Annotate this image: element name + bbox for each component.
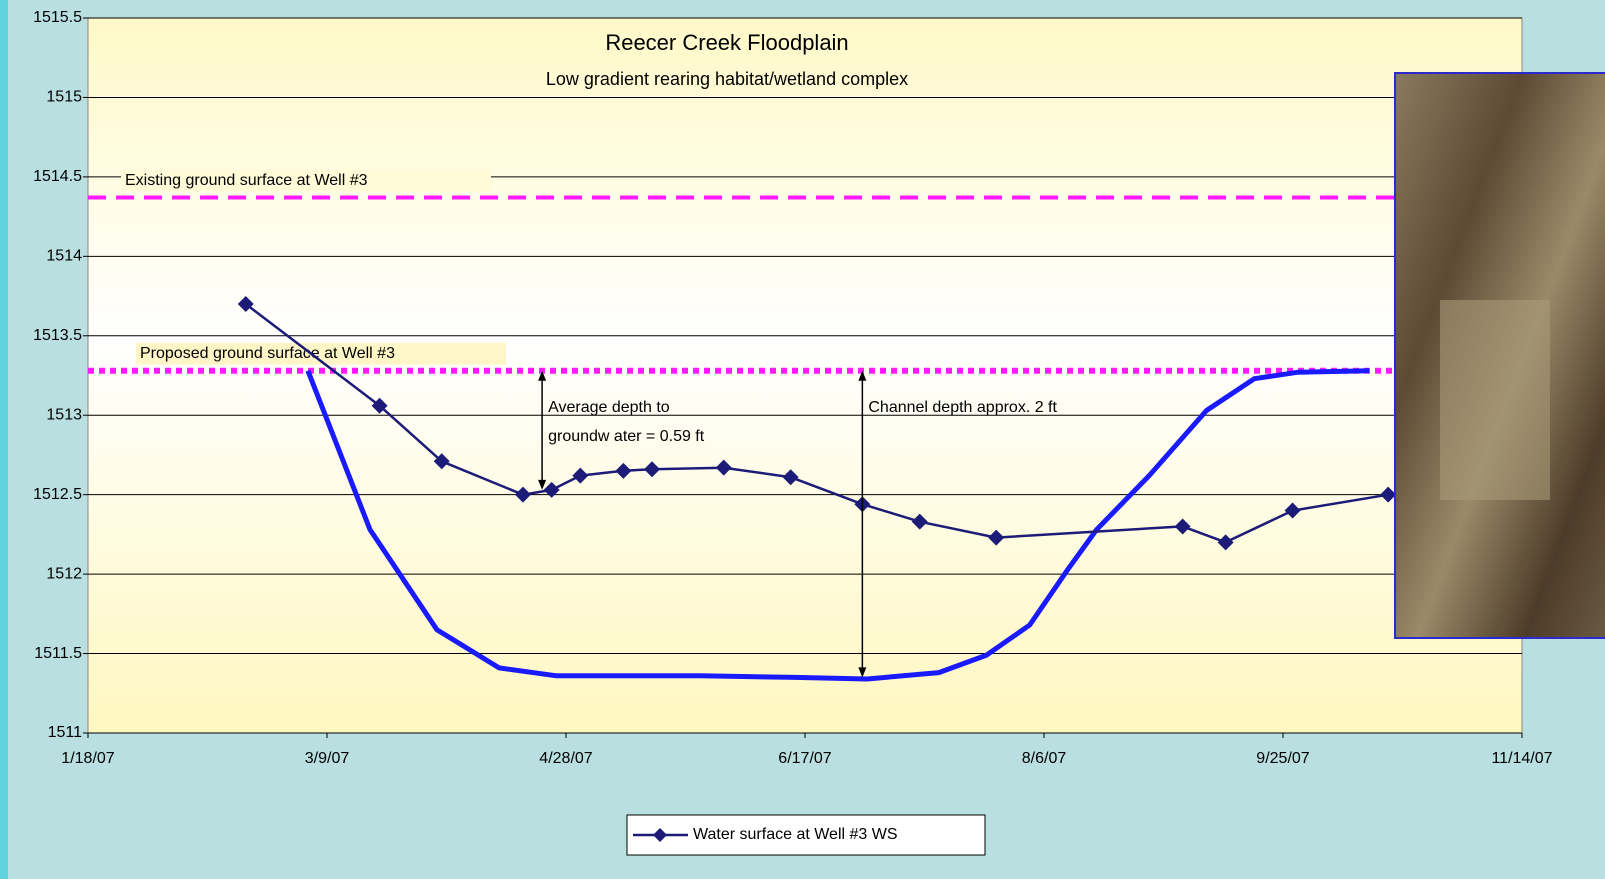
y-tick-label: 1511	[48, 724, 83, 741]
x-tick-label: 1/18/07	[61, 750, 114, 767]
y-tick-label: 1515.5	[33, 9, 82, 26]
x-tick-label: 11/14/07	[1491, 750, 1552, 767]
y-tick-label: 1511.5	[34, 645, 82, 662]
legend: Water surface at Well #3 WS	[627, 815, 985, 855]
x-tick-label: 8/6/07	[1022, 750, 1067, 767]
annotation-text: groundw ater = 0.59 ft	[548, 428, 705, 445]
chart-title: Reecer Creek Floodplain	[605, 30, 848, 55]
x-tick-label: 3/9/07	[305, 750, 350, 767]
legend-label: Water surface at Well #3 WS	[693, 826, 898, 843]
plot-area	[88, 18, 1522, 733]
chart-subtitle: Low gradient rearing habitat/wetland com…	[546, 69, 908, 89]
y-tick-label: 1514.5	[33, 168, 82, 185]
annotation-text: Average depth to	[548, 399, 670, 416]
annotation-text: Channel depth approx. 2 ft	[868, 399, 1057, 416]
y-tick-label: 1513.5	[33, 327, 82, 344]
x-tick-label: 9/25/07	[1256, 750, 1309, 767]
y-tick-label: 1512.5	[33, 486, 82, 503]
y-tick-label: 1512	[46, 565, 82, 582]
chart: Existing ground surface at Well #3 Propos…	[0, 0, 1605, 879]
reference-label: Proposed ground surface at Well #3	[140, 345, 395, 362]
photo-water	[1440, 300, 1550, 500]
edge-strip	[0, 0, 8, 879]
y-tick-label: 1515	[46, 89, 82, 106]
x-tick-label: 6/17/07	[778, 750, 831, 767]
y-tick-label: 1513	[46, 406, 82, 423]
y-tick-label: 1514	[46, 248, 82, 265]
x-tick-label: 4/28/07	[539, 750, 592, 767]
reference-label: Existing ground surface at Well #3	[125, 172, 368, 189]
